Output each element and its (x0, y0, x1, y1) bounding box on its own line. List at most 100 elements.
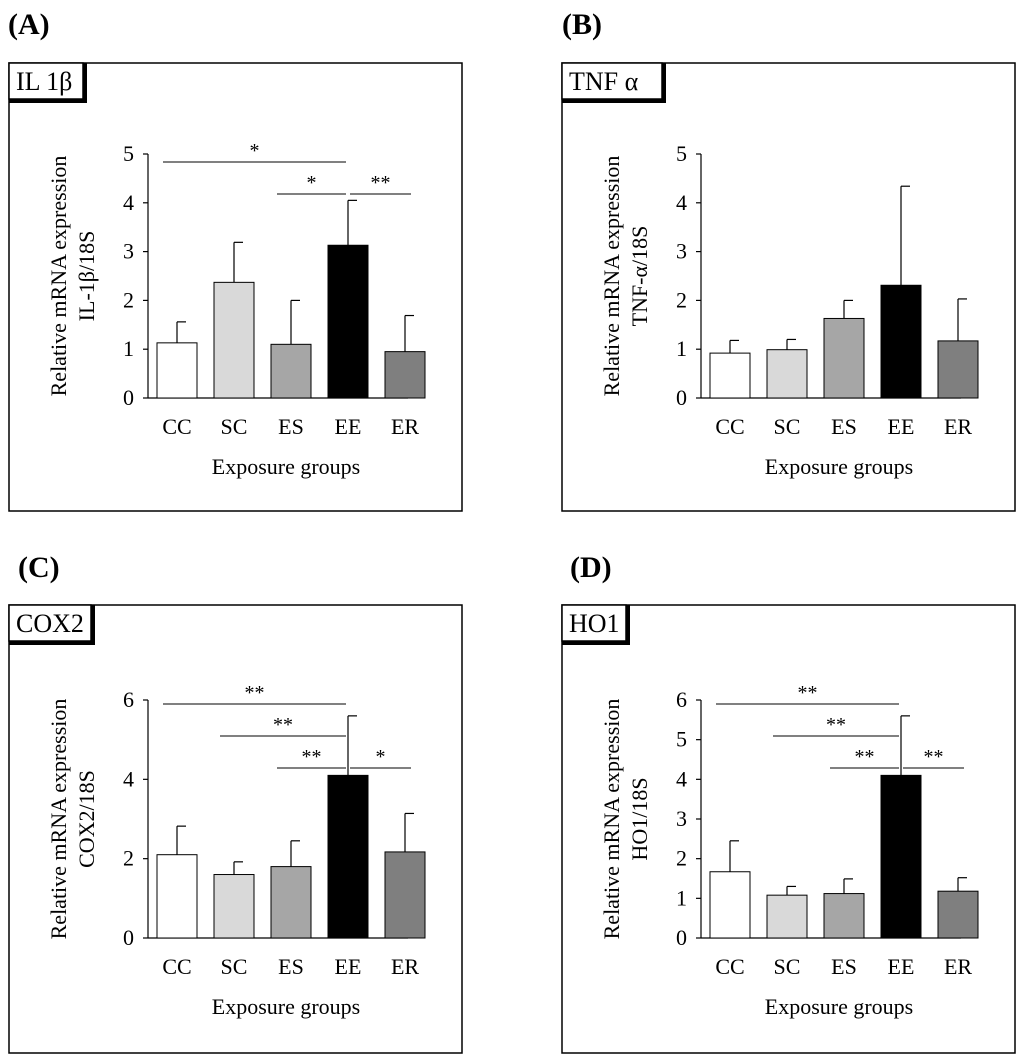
chart-title: HO1 (569, 609, 620, 638)
y-axis-label: Relative mRNA expression (46, 156, 71, 397)
x-axis-label: Exposure groups (212, 454, 360, 479)
y-tick-label: 0 (676, 385, 687, 410)
x-tick-label: EE (888, 954, 915, 979)
x-tick-label: EE (335, 414, 362, 439)
panel-letter-c: (C) (18, 551, 60, 584)
panel-frame (561, 604, 1016, 1054)
bar-ee (327, 774, 369, 939)
y-tick-label: 4 (123, 766, 134, 791)
title-tag-box (561, 62, 663, 100)
significance-marker: * (250, 140, 260, 162)
bar-sc (213, 281, 255, 399)
x-tick-label: ER (944, 954, 972, 979)
panel-letter-d: (D) (570, 551, 612, 584)
y-axis-label: Relative mRNA expression (599, 699, 624, 940)
x-tick-label: SC (774, 414, 801, 439)
panel-frame (8, 604, 463, 1054)
title-tag-box (561, 604, 627, 642)
y-tick-label: 0 (123, 925, 134, 950)
bar-sc (766, 894, 808, 939)
x-tick-label: ES (278, 954, 304, 979)
chart-title: IL 1β (16, 67, 72, 96)
panel-letter-b: (B) (562, 8, 602, 41)
panel-letter-a: (A) (8, 8, 50, 41)
x-tick-label: SC (221, 414, 248, 439)
y-tick-label: 3 (123, 239, 134, 264)
bar-es (270, 866, 312, 939)
x-tick-label: ER (391, 414, 419, 439)
x-axis-label: Exposure groups (765, 454, 913, 479)
y-axis-label: Relative mRNA expression (46, 699, 71, 940)
y-tick-label: 4 (676, 766, 687, 791)
y-tick-label: 6 (676, 687, 687, 712)
chart-title: COX2 (16, 609, 84, 638)
bar-er (937, 340, 979, 399)
y-tick-label: 0 (123, 385, 134, 410)
bar-ee (327, 244, 369, 399)
panel-frame (8, 62, 463, 512)
y-axis-label-unit: HO1/18S (627, 777, 652, 860)
x-tick-label: CC (162, 414, 191, 439)
y-tick-label: 5 (676, 727, 687, 752)
y-tick-label: 0 (676, 925, 687, 950)
x-tick-label: SC (774, 954, 801, 979)
bar-cc (156, 342, 198, 399)
x-tick-label: ER (391, 954, 419, 979)
significance-marker: ** (798, 682, 818, 704)
chart-title: TNF α (569, 67, 639, 96)
bar-sc (766, 349, 808, 399)
bar-ee (880, 284, 922, 399)
x-tick-label: ER (944, 414, 972, 439)
title-tag-box (8, 604, 92, 642)
y-tick-label: 1 (676, 885, 687, 910)
y-axis-label-unit: COX2/18S (74, 770, 99, 868)
y-axis-label: Relative mRNA expression (599, 156, 624, 397)
chart-il1b: IL 1β 0 1 2 3 4 5 CC SC ES EE ER Exposure groups Rela… (8, 62, 463, 512)
significance-marker: ** (855, 746, 875, 768)
significance-marker: * (307, 172, 317, 194)
x-tick-label: EE (888, 414, 915, 439)
y-tick-label: 2 (123, 846, 134, 871)
bar-er (937, 890, 979, 939)
significance-marker: ** (371, 172, 391, 194)
significance-marker: * (376, 746, 386, 768)
significance-marker: ** (245, 682, 265, 704)
y-tick-label: 4 (676, 190, 687, 215)
y-tick-label: 3 (676, 239, 687, 264)
y-axis-label-unit: IL-1β/18S (74, 231, 99, 322)
bar-er (384, 851, 426, 939)
x-tick-label: ES (831, 954, 857, 979)
bar-es (270, 343, 312, 399)
y-tick-label: 1 (676, 336, 687, 361)
bar-cc (709, 352, 751, 399)
chart-tnfa: TNF α 0 1 2 3 4 5 CC SC ES EE ER Exposure groups Rela… (561, 62, 1016, 512)
x-tick-label: CC (162, 954, 191, 979)
significance-marker: ** (273, 714, 293, 736)
chart-cox2: COX2 0 2 4 6 CC SC ES EE ER Exposure groups Relativ… (8, 604, 463, 1054)
y-tick-label: 2 (676, 287, 687, 312)
y-tick-label: 3 (676, 806, 687, 831)
chart-ho1: HO1 0 1 2 3 4 5 6 CC SC ES EE ER Exposure groups Relat… (561, 604, 1016, 1054)
bar-sc (213, 874, 255, 939)
x-axis-label: Exposure groups (212, 994, 360, 1019)
bar-er (384, 351, 426, 399)
y-tick-label: 6 (123, 687, 134, 712)
y-tick-label: 1 (123, 336, 134, 361)
y-tick-label: 5 (123, 141, 134, 166)
bar-es (823, 893, 865, 939)
x-tick-label: ES (278, 414, 304, 439)
y-tick-label: 2 (123, 287, 134, 312)
y-tick-label: 5 (676, 141, 687, 166)
x-tick-label: EE (335, 954, 362, 979)
y-tick-label: 4 (123, 190, 134, 215)
bar-cc (156, 854, 198, 939)
bar-es (823, 317, 865, 399)
significance-marker: ** (924, 746, 944, 768)
title-tag-box (8, 62, 84, 100)
x-tick-label: CC (715, 414, 744, 439)
bar-cc (709, 871, 751, 939)
x-axis-label: Exposure groups (765, 994, 913, 1019)
significance-marker: ** (826, 714, 846, 736)
significance-marker: ** (302, 746, 322, 768)
bar-ee (880, 774, 922, 939)
